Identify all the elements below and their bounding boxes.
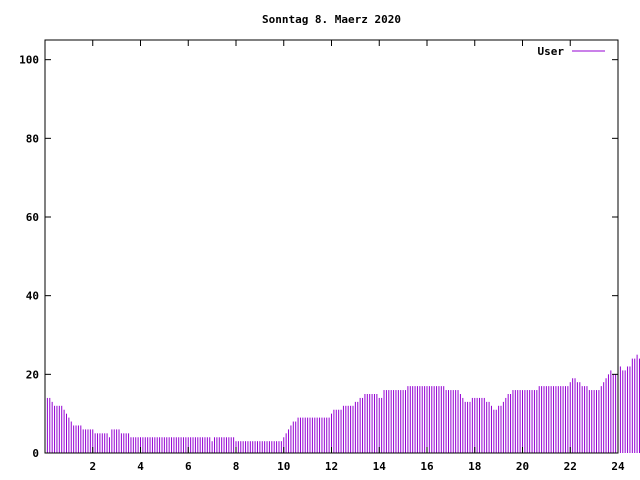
x-tick-label: 12 (325, 460, 338, 473)
x-tick-label: 20 (516, 460, 529, 473)
x-tick-label: 22 (564, 460, 577, 473)
x-tick-label: 6 (185, 460, 192, 473)
y-tick-label: 100 (19, 54, 39, 67)
legend-label: User (538, 45, 565, 58)
y-tick-label: 40 (26, 290, 39, 303)
x-tick-label: 24 (611, 460, 625, 473)
x-tick-label: 8 (233, 460, 240, 473)
x-tick-label: 16 (420, 460, 434, 473)
x-tick-label: 10 (277, 460, 290, 473)
y-tick-label: 80 (26, 132, 39, 145)
x-tick-label: 14 (373, 460, 387, 473)
x-tick-label: 18 (468, 460, 481, 473)
y-tick-label: 60 (26, 211, 39, 224)
x-tick-label: 2 (89, 460, 96, 473)
x-tick-label: 4 (137, 460, 144, 473)
y-tick-label: 0 (32, 447, 39, 460)
bars-group (44, 354, 640, 453)
y-tick-label: 20 (26, 368, 39, 381)
chart-title: Sonntag 8. Maerz 2020 (262, 13, 401, 26)
